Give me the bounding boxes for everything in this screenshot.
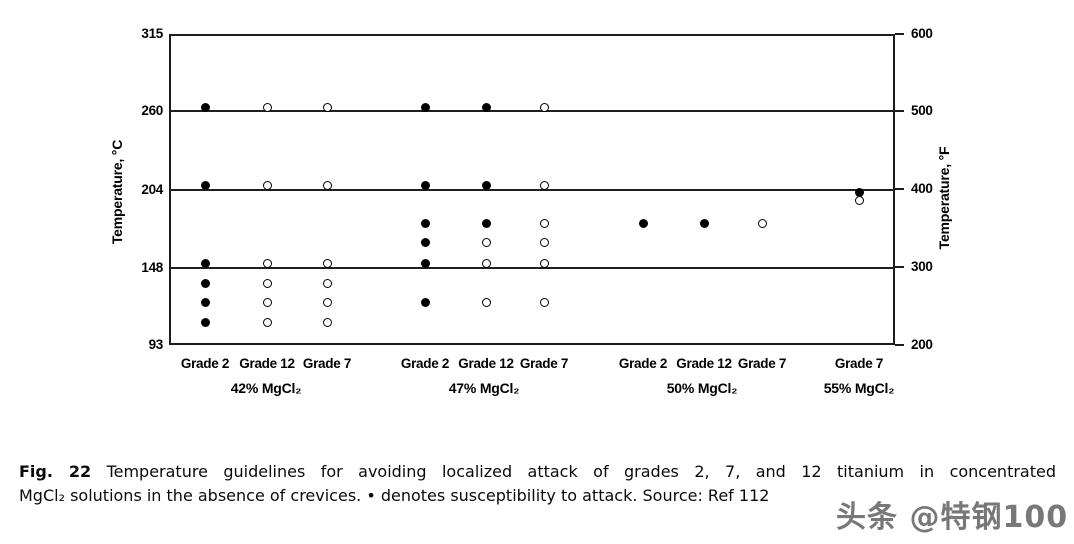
data-point-filled	[854, 187, 864, 197]
data-point-open	[322, 278, 332, 288]
gridline-204c	[171, 188, 893, 191]
data-point-open	[854, 196, 864, 206]
fahrenheit-tick-mark	[895, 110, 904, 113]
data-point-open	[262, 102, 272, 112]
data-point-filled	[420, 298, 430, 308]
data-point-open	[481, 238, 491, 248]
data-point-filled	[200, 278, 210, 288]
data-point-open	[262, 181, 272, 190]
data-point-open	[262, 259, 272, 269]
grade-label: Grade 7	[519, 356, 569, 371]
data-point-filled	[200, 181, 210, 190]
gridline-260c	[171, 110, 893, 113]
data-point-open	[322, 298, 332, 308]
data-point-open	[262, 318, 272, 328]
grade-label: Grade 12	[676, 356, 732, 371]
fahrenheit-tick-mark	[895, 343, 904, 346]
data-point-filled	[420, 102, 430, 112]
data-point-open	[539, 238, 549, 248]
gridline-148c	[171, 266, 893, 269]
data-point-filled	[200, 102, 210, 112]
data-point-open	[322, 318, 332, 328]
data-point-open	[262, 298, 272, 308]
figure-number: Fig. 22	[19, 462, 92, 481]
data-point-filled	[699, 218, 709, 228]
data-point-open	[322, 102, 332, 112]
grade-label: Grade 2	[400, 356, 450, 371]
data-point-filled	[200, 298, 210, 308]
y-tick-label-fahrenheit: 200	[911, 336, 933, 352]
data-point-filled	[481, 218, 491, 228]
y-tick-label-celsius: 260	[141, 103, 163, 119]
fahrenheit-tick-mark	[895, 187, 904, 190]
data-point-open	[539, 298, 549, 308]
data-point-open	[322, 181, 332, 190]
data-point-filled	[420, 238, 430, 248]
data-point-filled	[481, 102, 491, 112]
caption-line-2: MgCl₂ solutions in the absence of crevic…	[19, 485, 770, 505]
data-point-open	[539, 218, 549, 228]
data-point-open	[481, 259, 491, 269]
fahrenheit-tick-mark	[895, 33, 904, 35]
data-point-open	[322, 259, 332, 269]
concentration-label: 55% MgCl₂	[823, 380, 895, 396]
data-point-filled	[420, 181, 430, 190]
fahrenheit-tick-mark	[895, 265, 904, 268]
data-point-open	[539, 181, 549, 190]
data-point-filled	[420, 218, 430, 228]
y-axis-label-fahrenheit: Temperature, °F	[936, 146, 952, 250]
data-point-open	[539, 259, 549, 269]
data-point-open	[757, 218, 767, 228]
grade-label: Grade 2	[180, 356, 230, 371]
grade-label: Grade 7	[834, 356, 884, 371]
figure-caption: Fig. 22 Temperature guidelines for avoid…	[19, 460, 1056, 507]
y-tick-label-celsius: 93	[148, 337, 164, 352]
y-tick-label-celsius: 204	[141, 181, 163, 197]
data-point-filled	[638, 218, 648, 228]
data-point-filled	[200, 318, 210, 328]
concentration-label: 50% MgCl₂	[666, 380, 738, 396]
data-point-open	[262, 278, 272, 288]
grade-label: Grade 2	[618, 356, 668, 371]
data-point-filled	[420, 259, 430, 269]
y-tick-label-fahrenheit: 300	[911, 258, 933, 274]
y-tick-label-fahrenheit: 500	[911, 103, 933, 119]
y-tick-label-celsius: 148	[141, 259, 163, 275]
data-point-filled	[481, 181, 491, 190]
caption-line-1: Fig. 22 Temperature guidelines for avoid…	[19, 460, 1056, 484]
plot-frame	[169, 34, 895, 345]
concentration-label: 42% MgCl₂	[230, 380, 302, 396]
grade-label: Grade 12	[458, 356, 514, 371]
data-point-open	[539, 102, 549, 112]
data-point-open	[481, 298, 491, 308]
grade-label: Grade 12	[239, 356, 295, 371]
caption-text: Temperature guidelines for avoiding loca…	[106, 462, 1056, 481]
data-point-filled	[200, 259, 210, 269]
concentration-label: 47% MgCl₂	[448, 380, 520, 396]
grade-label: Grade 7	[302, 356, 352, 371]
y-tick-label-fahrenheit: 400	[911, 180, 933, 196]
grade-label: Grade 7	[737, 356, 787, 371]
y-tick-label-fahrenheit: 600	[911, 26, 933, 41]
watermark: 头条 @特钢100秒	[836, 500, 1069, 535]
y-tick-label-celsius: 315	[141, 26, 163, 41]
